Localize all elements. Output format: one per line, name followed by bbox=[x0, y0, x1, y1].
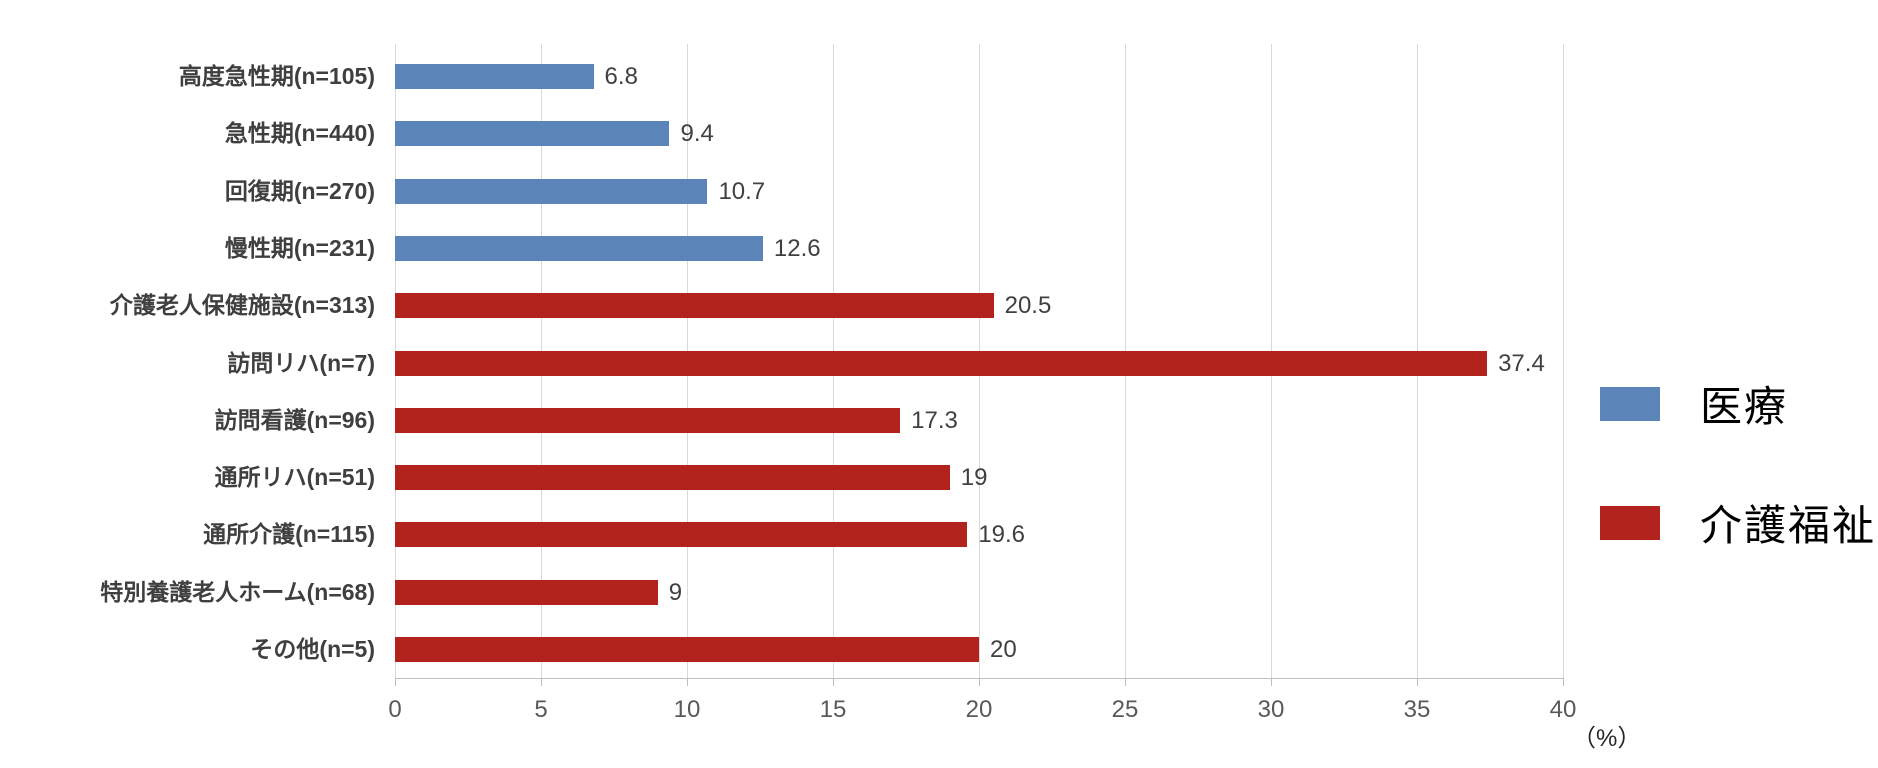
axis-tick bbox=[395, 678, 396, 686]
category-label: 訪問看護(n=96) bbox=[214, 406, 375, 433]
axis-tick bbox=[1417, 678, 1418, 686]
legend-label-care-welfare: 介護福祉 bbox=[1700, 502, 1877, 549]
legend-label-medical: 医療 bbox=[1700, 383, 1789, 430]
category-label: 訪問リハ(n=7) bbox=[227, 349, 375, 376]
x-axis-tick-label: 20 bbox=[965, 696, 993, 723]
category-label: 回復期(n=270) bbox=[224, 177, 375, 204]
bar-value-label: 12.6 bbox=[773, 234, 821, 262]
legend-entry-medical: 医療 bbox=[1600, 373, 1788, 434]
x-axis-tick-label: 40 bbox=[1549, 696, 1577, 723]
x-axis-tick-label: 25 bbox=[1111, 696, 1139, 723]
axis-tick bbox=[1271, 678, 1272, 686]
category-label: 通所介護(n=115) bbox=[203, 521, 375, 548]
bar-value-label: 37.4 bbox=[1498, 349, 1545, 377]
x-axis-tick-label: 5 bbox=[534, 696, 548, 723]
category-label: 高度急性期(n=105) bbox=[178, 63, 375, 90]
x-axis-tick-label: 10 bbox=[673, 696, 701, 723]
bar-介護福祉 bbox=[395, 636, 979, 662]
x-axis-line bbox=[395, 678, 1563, 679]
x-axis-unit-label: （%） bbox=[1572, 725, 1642, 752]
bar-value-label: 19 bbox=[960, 464, 988, 492]
category-label: その他(n=5) bbox=[250, 635, 375, 662]
bar-介護福祉 bbox=[395, 350, 1488, 376]
category-label: 急性期(n=440) bbox=[224, 120, 375, 147]
bar-value-label: 20 bbox=[990, 635, 1017, 663]
axis-tick bbox=[979, 678, 980, 686]
category-label: 慢性期(n=231) bbox=[224, 234, 375, 261]
bar-介護福祉 bbox=[395, 293, 994, 319]
gridline bbox=[1563, 44, 1564, 678]
bar-value-label: 9 bbox=[668, 578, 683, 606]
x-axis-tick-label: 35 bbox=[1403, 696, 1431, 723]
bar-介護福祉 bbox=[395, 407, 901, 433]
x-axis-tick-label: 30 bbox=[1257, 696, 1285, 723]
bar-value-label: 17.3 bbox=[911, 406, 958, 434]
bar-医療 bbox=[395, 121, 670, 147]
bar-value-label: 9.4 bbox=[680, 120, 714, 148]
bar-医療 bbox=[395, 235, 763, 261]
x-axis-tick-label: 15 bbox=[819, 696, 847, 723]
legend-entry-care-welfare: 介護福祉 bbox=[1600, 492, 1876, 553]
bar-医療 bbox=[395, 178, 708, 204]
category-label: 通所リハ(n=51) bbox=[214, 464, 375, 491]
bar-介護福祉 bbox=[395, 465, 950, 491]
axis-tick bbox=[541, 678, 542, 686]
bar-value-label: 10.7 bbox=[718, 177, 766, 205]
x-axis-tick-label: 0 bbox=[388, 696, 402, 723]
legend-swatch-medical bbox=[1600, 386, 1660, 421]
axis-tick bbox=[833, 678, 834, 686]
bar-value-label: 20.5 bbox=[1004, 292, 1052, 320]
axis-tick bbox=[1563, 678, 1564, 686]
bar-介護福祉 bbox=[395, 522, 968, 548]
category-label: 介護老人保健施設(n=313) bbox=[109, 292, 375, 319]
bar-医療 bbox=[395, 64, 594, 90]
category-label: 特別養護老人ホーム(n=68) bbox=[100, 578, 375, 605]
legend-swatch-care-welfare bbox=[1600, 505, 1660, 540]
axis-tick bbox=[1125, 678, 1126, 686]
bar-value-label: 6.8 bbox=[604, 63, 638, 91]
bar-介護福祉 bbox=[395, 579, 658, 605]
bar-value-label: 19.6 bbox=[978, 521, 1026, 549]
axis-tick bbox=[687, 678, 688, 686]
